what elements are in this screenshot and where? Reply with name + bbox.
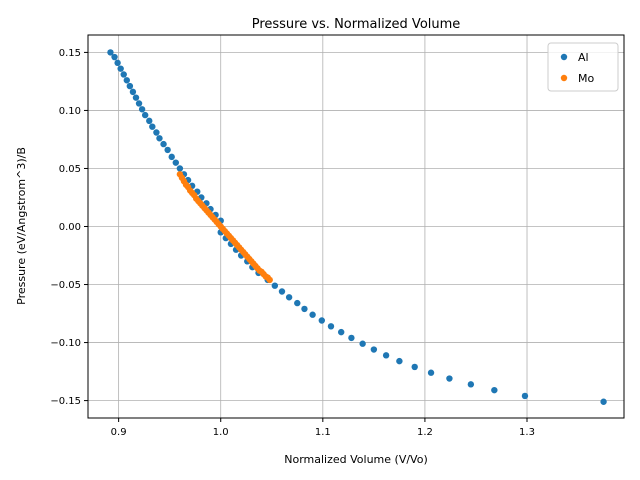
- data-point-al: [132, 94, 140, 101]
- y-axis-ticks: 0.15 0.10 0.05 0.00 −0.05 −0.10 −0.15: [50, 48, 88, 407]
- legend-label-al: Al: [578, 51, 589, 64]
- y-tick-label: −0.05: [50, 280, 81, 291]
- data-point-al: [278, 288, 286, 295]
- data-point-al: [120, 71, 127, 78]
- data-point-al: [301, 305, 308, 313]
- data-point-al: [327, 323, 335, 330]
- data-point-al: [135, 100, 143, 107]
- data-point-al: [285, 294, 293, 301]
- data-point-al: [160, 140, 167, 148]
- data-point-al: [164, 146, 171, 154]
- y-tick-label: −0.15: [50, 396, 81, 407]
- legend-marker-al: [560, 53, 568, 61]
- data-point-al: [337, 328, 345, 336]
- data-points: [107, 49, 607, 405]
- data-point-al: [123, 77, 130, 84]
- x-tick-label: 1.1: [315, 427, 331, 438]
- data-point-al: [467, 381, 475, 388]
- x-tick-label: 1.0: [213, 427, 229, 438]
- data-point-al: [396, 357, 403, 365]
- series-al: [107, 49, 607, 405]
- data-point-al: [411, 363, 418, 371]
- data-point-al: [294, 299, 301, 307]
- data-point-al: [271, 282, 279, 289]
- data-point-al: [114, 59, 121, 67]
- data-point-al: [318, 317, 325, 324]
- data-point-al: [111, 53, 118, 61]
- x-tick-label: 1.2: [417, 427, 433, 438]
- x-axis-ticks: 0.9 1.0 1.1 1.2 1.3: [111, 418, 535, 438]
- data-point-al: [107, 49, 114, 56]
- data-point-al: [491, 386, 498, 394]
- y-tick-label: 0.10: [59, 106, 81, 117]
- data-point-al: [141, 111, 149, 119]
- data-point-al: [153, 129, 160, 136]
- data-point-al: [370, 346, 378, 353]
- data-point-al: [382, 352, 390, 359]
- x-tick-label: 0.9: [111, 427, 127, 438]
- data-point-al: [446, 375, 453, 382]
- data-point-al: [129, 88, 137, 96]
- data-point-al: [149, 123, 156, 130]
- legend-label-mo: Mo: [578, 72, 594, 85]
- y-tick-label: 0.15: [59, 48, 81, 59]
- data-point-al: [359, 340, 366, 347]
- grid-lines: [88, 35, 624, 418]
- data-point-al: [521, 392, 529, 400]
- chart-title: Pressure vs. Normalized Volume: [252, 17, 461, 32]
- data-point-al: [176, 165, 184, 172]
- data-point-al: [348, 334, 355, 342]
- legend-marker-mo: [560, 74, 568, 82]
- legend: Al Mo: [547, 42, 619, 92]
- data-point-al: [600, 398, 607, 405]
- data-point-al: [138, 106, 146, 113]
- y-tick-label: 0.00: [59, 222, 81, 233]
- data-point-al: [172, 159, 180, 166]
- x-tick-label: 1.3: [519, 427, 535, 438]
- data-point-al: [168, 153, 175, 161]
- series-mo: [176, 171, 273, 284]
- y-tick-label: 0.05: [59, 164, 81, 175]
- data-point-al: [427, 369, 435, 376]
- x-axis-label: Normalized Volume (V/Vo): [284, 453, 428, 466]
- data-point-al: [156, 135, 163, 142]
- data-point-mo: [266, 276, 273, 284]
- data-point-al: [309, 311, 316, 318]
- y-axis-label: Pressure (eV/Angstrom^3)/B: [15, 147, 28, 305]
- data-point-al: [117, 65, 124, 72]
- y-tick-label: −0.10: [50, 338, 81, 349]
- data-point-al: [126, 82, 134, 90]
- data-point-al: [146, 117, 153, 125]
